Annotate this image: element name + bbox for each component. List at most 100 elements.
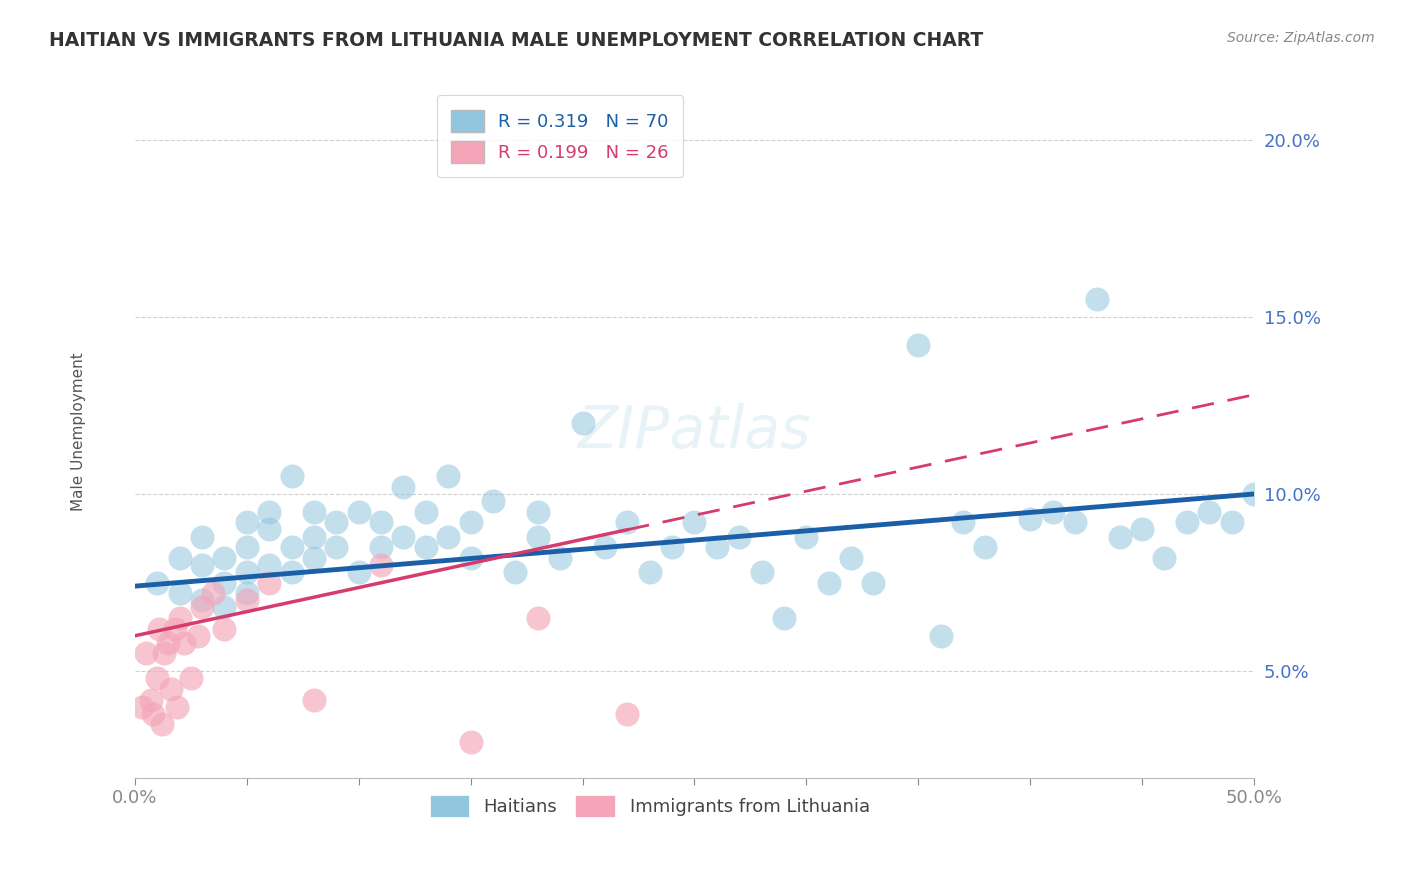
Text: Source: ZipAtlas.com: Source: ZipAtlas.com [1227, 31, 1375, 45]
Point [169, 586, 191, 600]
Point [526, 611, 548, 625]
Point [214, 575, 236, 590]
Point [706, 540, 728, 554]
Point [392, 529, 415, 543]
Point [751, 565, 773, 579]
Point [1130, 523, 1153, 537]
Point [460, 516, 482, 530]
Point [148, 622, 170, 636]
Point [347, 505, 370, 519]
Point [325, 540, 347, 554]
Point [482, 494, 505, 508]
Point [169, 550, 191, 565]
Point [392, 480, 415, 494]
Point [728, 529, 751, 543]
Point [638, 565, 661, 579]
Point [505, 565, 527, 579]
Point [157, 636, 180, 650]
Point [236, 516, 259, 530]
Point [839, 550, 862, 565]
Point [1019, 512, 1042, 526]
Point [146, 575, 169, 590]
Point [460, 735, 482, 749]
Point [325, 516, 347, 530]
Point [236, 540, 259, 554]
Point [1153, 550, 1175, 565]
Point [159, 681, 181, 696]
Point [202, 586, 225, 600]
Point [191, 593, 214, 607]
Point [169, 611, 191, 625]
Point [415, 540, 437, 554]
Legend: Haitians, Immigrants from Lithuania: Haitians, Immigrants from Lithuania [422, 788, 877, 824]
Point [173, 636, 195, 650]
Point [186, 629, 208, 643]
Point [257, 523, 280, 537]
Point [1108, 529, 1130, 543]
Point [191, 600, 214, 615]
Point [280, 540, 302, 554]
Point [139, 692, 162, 706]
Point [236, 565, 259, 579]
Point [548, 550, 571, 565]
Point [191, 529, 214, 543]
Point [1175, 516, 1198, 530]
Point [571, 416, 593, 430]
Point [302, 529, 325, 543]
Point [257, 558, 280, 572]
Point [1243, 487, 1265, 501]
Point [415, 505, 437, 519]
Point [526, 529, 548, 543]
Point [153, 647, 176, 661]
Point [370, 516, 392, 530]
Point [280, 565, 302, 579]
Point [817, 575, 839, 590]
Point [683, 516, 706, 530]
Point [952, 516, 974, 530]
Text: HAITIAN VS IMMIGRANTS FROM LITHUANIA MALE UNEMPLOYMENT CORRELATION CHART: HAITIAN VS IMMIGRANTS FROM LITHUANIA MAL… [49, 31, 983, 50]
Point [929, 629, 952, 643]
Point [214, 622, 236, 636]
Point [1085, 292, 1108, 306]
Point [257, 575, 280, 590]
Point [150, 717, 173, 731]
Point [302, 692, 325, 706]
Point [370, 540, 392, 554]
Point [593, 540, 616, 554]
Point [257, 505, 280, 519]
Point [526, 505, 548, 519]
Point [236, 593, 259, 607]
Point [437, 469, 460, 483]
Point [370, 558, 392, 572]
Point [661, 540, 683, 554]
Point [302, 550, 325, 565]
Point [773, 611, 796, 625]
Point [302, 505, 325, 519]
Point [280, 469, 302, 483]
Point [347, 565, 370, 579]
Point [862, 575, 884, 590]
Point [135, 647, 157, 661]
Point [191, 558, 214, 572]
Point [165, 622, 187, 636]
Point [236, 586, 259, 600]
Point [616, 516, 638, 530]
Point [146, 671, 169, 685]
Point [142, 706, 165, 721]
Point [974, 540, 997, 554]
Point [907, 338, 929, 352]
Point [1042, 505, 1064, 519]
Point [1198, 505, 1220, 519]
Point [180, 671, 202, 685]
Point [214, 550, 236, 565]
Point [131, 699, 153, 714]
Y-axis label: Male Unemployment: Male Unemployment [72, 352, 86, 511]
Point [794, 529, 817, 543]
Point [1220, 516, 1243, 530]
Text: ZIPatlas: ZIPatlas [578, 403, 811, 460]
Point [214, 600, 236, 615]
Point [437, 529, 460, 543]
Point [616, 706, 638, 721]
Point [166, 699, 188, 714]
Point [1064, 516, 1087, 530]
